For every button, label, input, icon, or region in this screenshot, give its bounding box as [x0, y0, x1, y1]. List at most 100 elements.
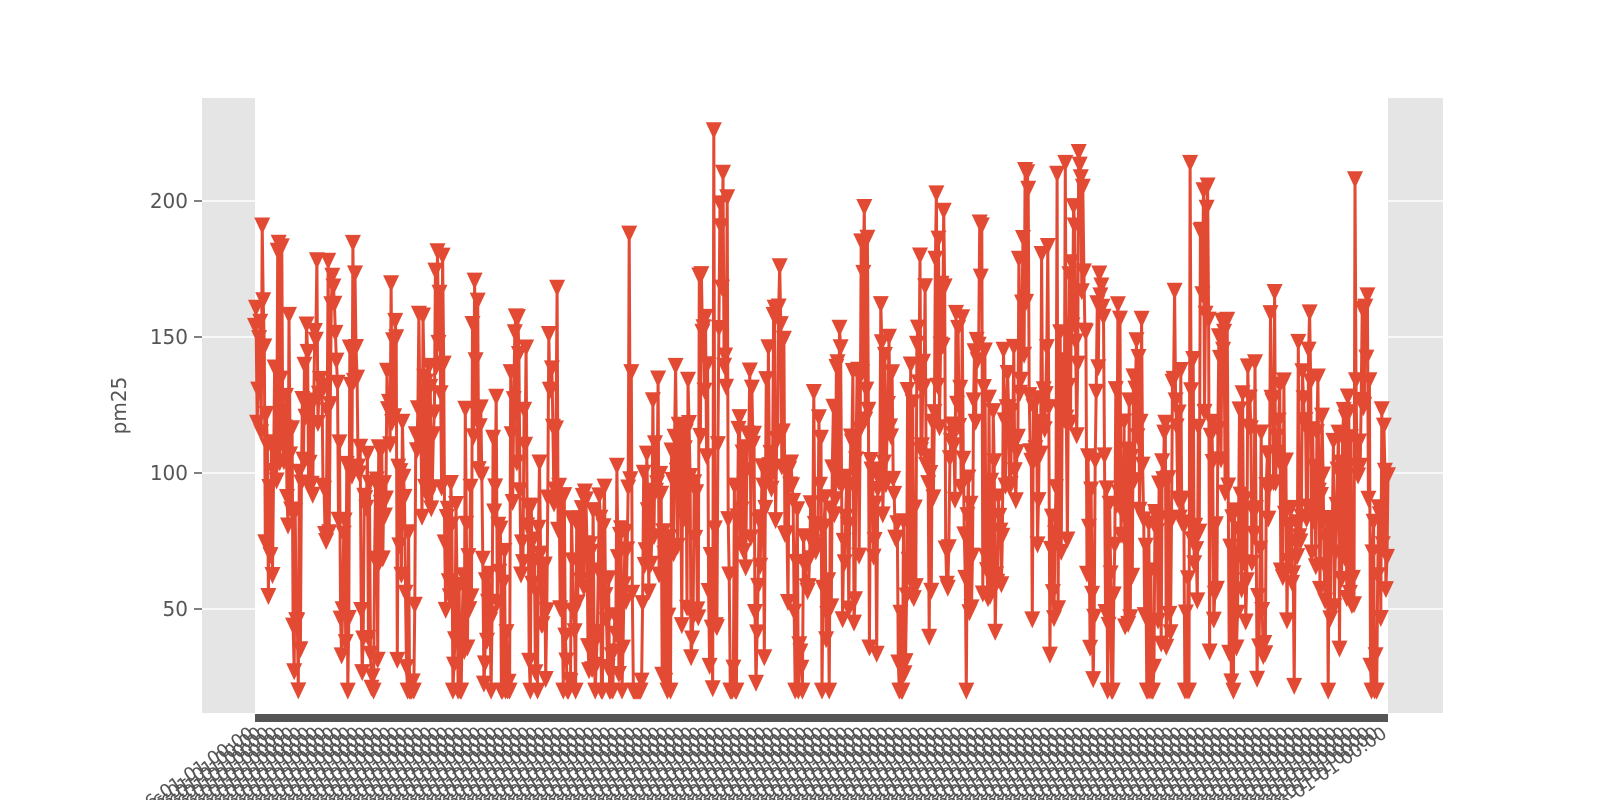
data-point-marker [1091, 265, 1108, 283]
data-point-marker [1352, 457, 1369, 475]
data-point-marker [789, 501, 806, 519]
data-point-marker [1129, 428, 1146, 446]
data-point-marker [813, 429, 829, 447]
data-point-marker [325, 278, 342, 296]
data-point-marker [892, 604, 909, 622]
data-point-marker [841, 477, 858, 495]
data-point-marker [1096, 447, 1113, 465]
data-point-marker [683, 649, 700, 667]
data-point-marker [899, 382, 916, 399]
data-point-marker [1142, 562, 1159, 580]
data-point-marker [973, 217, 990, 235]
data-point-marker [336, 512, 353, 530]
data-point-marker [528, 584, 545, 602]
data-point-marker [1357, 298, 1374, 316]
data-point-marker [274, 436, 291, 454]
data-point-marker [400, 524, 417, 542]
data-point-marker [1122, 609, 1139, 627]
data-point-marker [982, 587, 999, 605]
data-point-marker [675, 510, 692, 528]
data-point-marker [780, 594, 796, 611]
data-point-marker [948, 304, 964, 322]
data-point-marker [872, 296, 889, 314]
data-point-marker [981, 389, 997, 407]
data-point-marker [462, 478, 479, 496]
data-point-marker [1073, 283, 1090, 301]
data-point-marker [960, 469, 977, 487]
data-point-marker [939, 579, 956, 597]
data-point-marker [430, 334, 447, 352]
data-point-marker [906, 499, 923, 517]
data-point-marker [1372, 610, 1389, 627]
data-point-marker [583, 543, 600, 561]
data-point-marker [661, 529, 678, 547]
data-point-marker [749, 624, 766, 642]
data-point-marker [376, 507, 393, 525]
data-point-marker [639, 502, 656, 520]
data-point-marker [762, 444, 779, 462]
data-point-marker [1257, 645, 1274, 663]
data-point-marker [1079, 565, 1095, 583]
data-point-marker [1326, 598, 1343, 616]
data-point-marker [644, 392, 661, 410]
data-point-marker [282, 446, 299, 464]
data-point-marker [701, 657, 718, 675]
data-point-marker [669, 537, 686, 555]
data-point-marker [750, 577, 767, 595]
data-point-marker [859, 229, 876, 247]
data-point-marker [1259, 445, 1276, 463]
data-point-marker [396, 488, 413, 506]
data-point-marker [1030, 492, 1047, 510]
data-point-marker [260, 588, 277, 605]
data-point-marker [895, 513, 912, 531]
data-point-marker [854, 364, 871, 382]
data-point-marker [896, 665, 913, 683]
data-point-marker [543, 360, 560, 378]
data-point-marker [1361, 372, 1378, 390]
data-point-marker [618, 593, 635, 611]
data-point-marker [1125, 368, 1142, 386]
data-point-marker [900, 551, 917, 569]
data-point-marker [577, 491, 594, 509]
data-point-marker [1331, 640, 1348, 658]
data-point-marker [1373, 401, 1390, 419]
data-point-marker [1267, 474, 1284, 492]
data-point-marker [708, 619, 725, 637]
data-point-marker [1243, 554, 1260, 572]
data-point-marker [953, 478, 970, 496]
data-point-marker [1133, 310, 1150, 328]
data-point-marker [442, 475, 459, 492]
data-point-marker [949, 395, 966, 413]
data-point-marker [415, 307, 431, 325]
data-point-marker [733, 501, 750, 519]
data-point-marker [1183, 382, 1200, 400]
data-point-marker [551, 477, 568, 495]
data-point-marker [1127, 380, 1144, 398]
ytick-label: 150 [150, 325, 188, 349]
data-point-marker [1238, 572, 1255, 590]
data-point-marker [324, 267, 341, 285]
data-point-marker [1308, 424, 1325, 442]
data-point-marker [720, 511, 737, 529]
data-point-marker [1346, 596, 1362, 614]
data-point-marker [1149, 523, 1166, 541]
data-point-marker [731, 409, 748, 427]
data-point-marker [1090, 359, 1107, 377]
data-point-marker [1144, 682, 1161, 700]
data-point-marker [876, 346, 893, 364]
data-point-marker [1041, 646, 1058, 664]
data-point-marker [532, 545, 549, 563]
data-point-marker [1007, 492, 1024, 510]
data-point-marker [500, 673, 517, 691]
data-point-marker [351, 465, 368, 483]
data-point-marker [716, 357, 733, 375]
data-point-marker [466, 272, 483, 290]
data-point-marker [1189, 592, 1206, 610]
data-point-marker [1367, 647, 1384, 665]
data-point-marker [521, 652, 538, 670]
data-point-marker [484, 605, 501, 623]
data-point-marker [673, 617, 690, 635]
data-point-marker [1253, 424, 1270, 442]
data-point-marker [1225, 682, 1242, 700]
data-point-marker [272, 370, 289, 388]
